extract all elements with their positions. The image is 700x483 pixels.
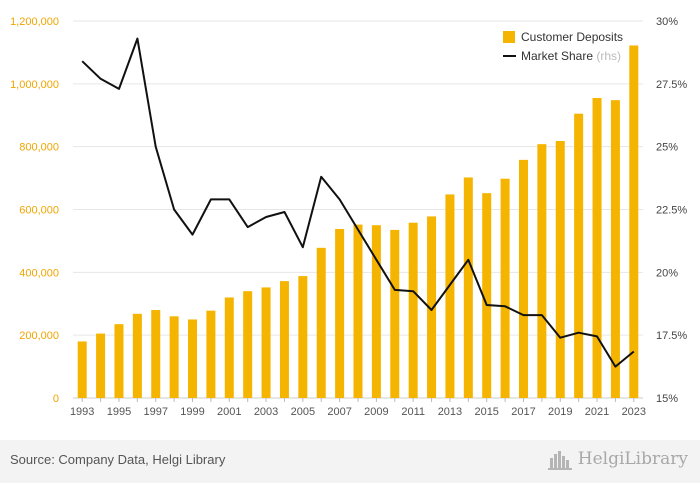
bar-2019 (555, 141, 565, 399)
source-text: Source: Company Data, Helgi Library (10, 452, 226, 467)
bar-2012 (427, 216, 437, 398)
x-tick-label-2021: 2021 (585, 406, 609, 418)
bar-2021 (592, 97, 602, 399)
bar-2000 (206, 310, 216, 398)
bar-2023 (629, 45, 639, 398)
y-left-tick-label: 200,000 (19, 330, 59, 342)
bar-2020 (574, 113, 584, 398)
x-tick-label-2019: 2019 (548, 406, 572, 418)
bar-1993 (77, 341, 87, 398)
y-right-tick-label: 15% (656, 393, 678, 405)
bar-1998 (169, 316, 179, 398)
market-share-line (81, 37, 635, 368)
legend-label-share-note: (rhs) (596, 49, 621, 63)
y-right-tick-label: 25% (656, 142, 678, 154)
x-tick-label-1997: 1997 (143, 406, 167, 418)
bar-2011 (408, 222, 418, 398)
bar-1994 (96, 333, 106, 398)
y-right-tick-label: 17.5% (656, 330, 687, 342)
left-axis: 0 200,000 400,000 600,000 800,000 1,000,000 1,… (10, 16, 59, 405)
x-axis: 1993 1995 1997 1999 2001 2003 2005 2007 2009 2011… (70, 398, 646, 418)
bar-2018 (537, 144, 547, 398)
legend-label-deposits: Customer Deposits (521, 30, 623, 44)
x-tick-label-1999: 1999 (180, 406, 204, 418)
grid-lines (73, 20, 643, 399)
bar-2002 (243, 291, 253, 398)
y-left-tick-label: 0 (53, 393, 59, 405)
bar-2006 (316, 247, 326, 398)
market-share-line-layer (81, 37, 635, 368)
deposit-bars (77, 45, 639, 399)
bar-2004 (279, 281, 289, 398)
right-axis: 15% 17.5% 20% 22.5% 25% 27.5% 30% (656, 16, 687, 405)
x-tick-label-2009: 2009 (364, 406, 388, 418)
x-tick-label-2001: 2001 (217, 406, 241, 418)
x-tick-label-2015: 2015 (474, 406, 498, 418)
bar-2022 (610, 100, 620, 399)
bar-2005 (298, 276, 308, 398)
bar-1997 (151, 310, 161, 398)
x-tick-label-2011: 2011 (401, 406, 425, 418)
bar-2014 (463, 177, 473, 398)
x-tick-label-1993: 1993 (70, 406, 94, 418)
x-tick-label-2007: 2007 (327, 406, 351, 418)
x-tick-label-2013: 2013 (438, 406, 462, 418)
bar-1996 (132, 313, 142, 398)
x-tick-label-2017: 2017 (511, 406, 535, 418)
x-tick-label-2003: 2003 (254, 406, 278, 418)
y-right-tick-label: 22.5% (656, 205, 687, 217)
bar-2017 (518, 159, 528, 398)
bar-2015 (482, 193, 492, 398)
bar-2016 (500, 178, 510, 398)
library-skyline-icon (547, 451, 572, 470)
y-right-tick-label: 30% (656, 16, 678, 28)
bar-2013 (445, 194, 455, 398)
y-left-tick-label: 800,000 (19, 142, 59, 154)
bar-2008 (353, 224, 363, 398)
y-left-tick-label: 400,000 (19, 267, 59, 279)
chart-area: 0 200,000 400,000 600,000 800,000 1,000,000 1,… (10, 16, 687, 418)
bar-1999 (188, 319, 198, 398)
legend: Customer Deposits Market Share (rhs) (503, 30, 623, 63)
bar-2007 (335, 228, 345, 398)
y-right-tick-label: 27.5% (656, 79, 687, 91)
brand-name: HelgiLibrary (577, 449, 688, 469)
x-tick-label-2005: 2005 (291, 406, 315, 418)
footer: Source: Company Data, Helgi Library Helg… (0, 440, 700, 483)
bar-2001 (224, 297, 234, 398)
y-left-tick-label: 1,200,000 (10, 16, 59, 28)
bar-2010 (390, 229, 400, 398)
brand-logo: HelgiLibrary (547, 448, 688, 470)
y-right-tick-label: 20% (656, 267, 678, 279)
bar-1995 (114, 324, 124, 398)
x-tick-label-2023: 2023 (622, 406, 646, 418)
y-left-tick-label: 600,000 (19, 205, 59, 217)
combo-chart: 0 200,000 400,000 600,000 800,000 1,000,000 1,… (10, 16, 687, 418)
y-left-tick-label: 1,000,000 (10, 79, 59, 91)
bar-2003 (261, 287, 271, 398)
legend-label-share: Market Share (rhs) (521, 49, 621, 63)
legend-label-share-name: Market Share (521, 49, 593, 63)
legend-swatch-deposits (503, 31, 515, 43)
bar-2009 (371, 225, 381, 398)
x-tick-label-1995: 1995 (107, 406, 131, 418)
